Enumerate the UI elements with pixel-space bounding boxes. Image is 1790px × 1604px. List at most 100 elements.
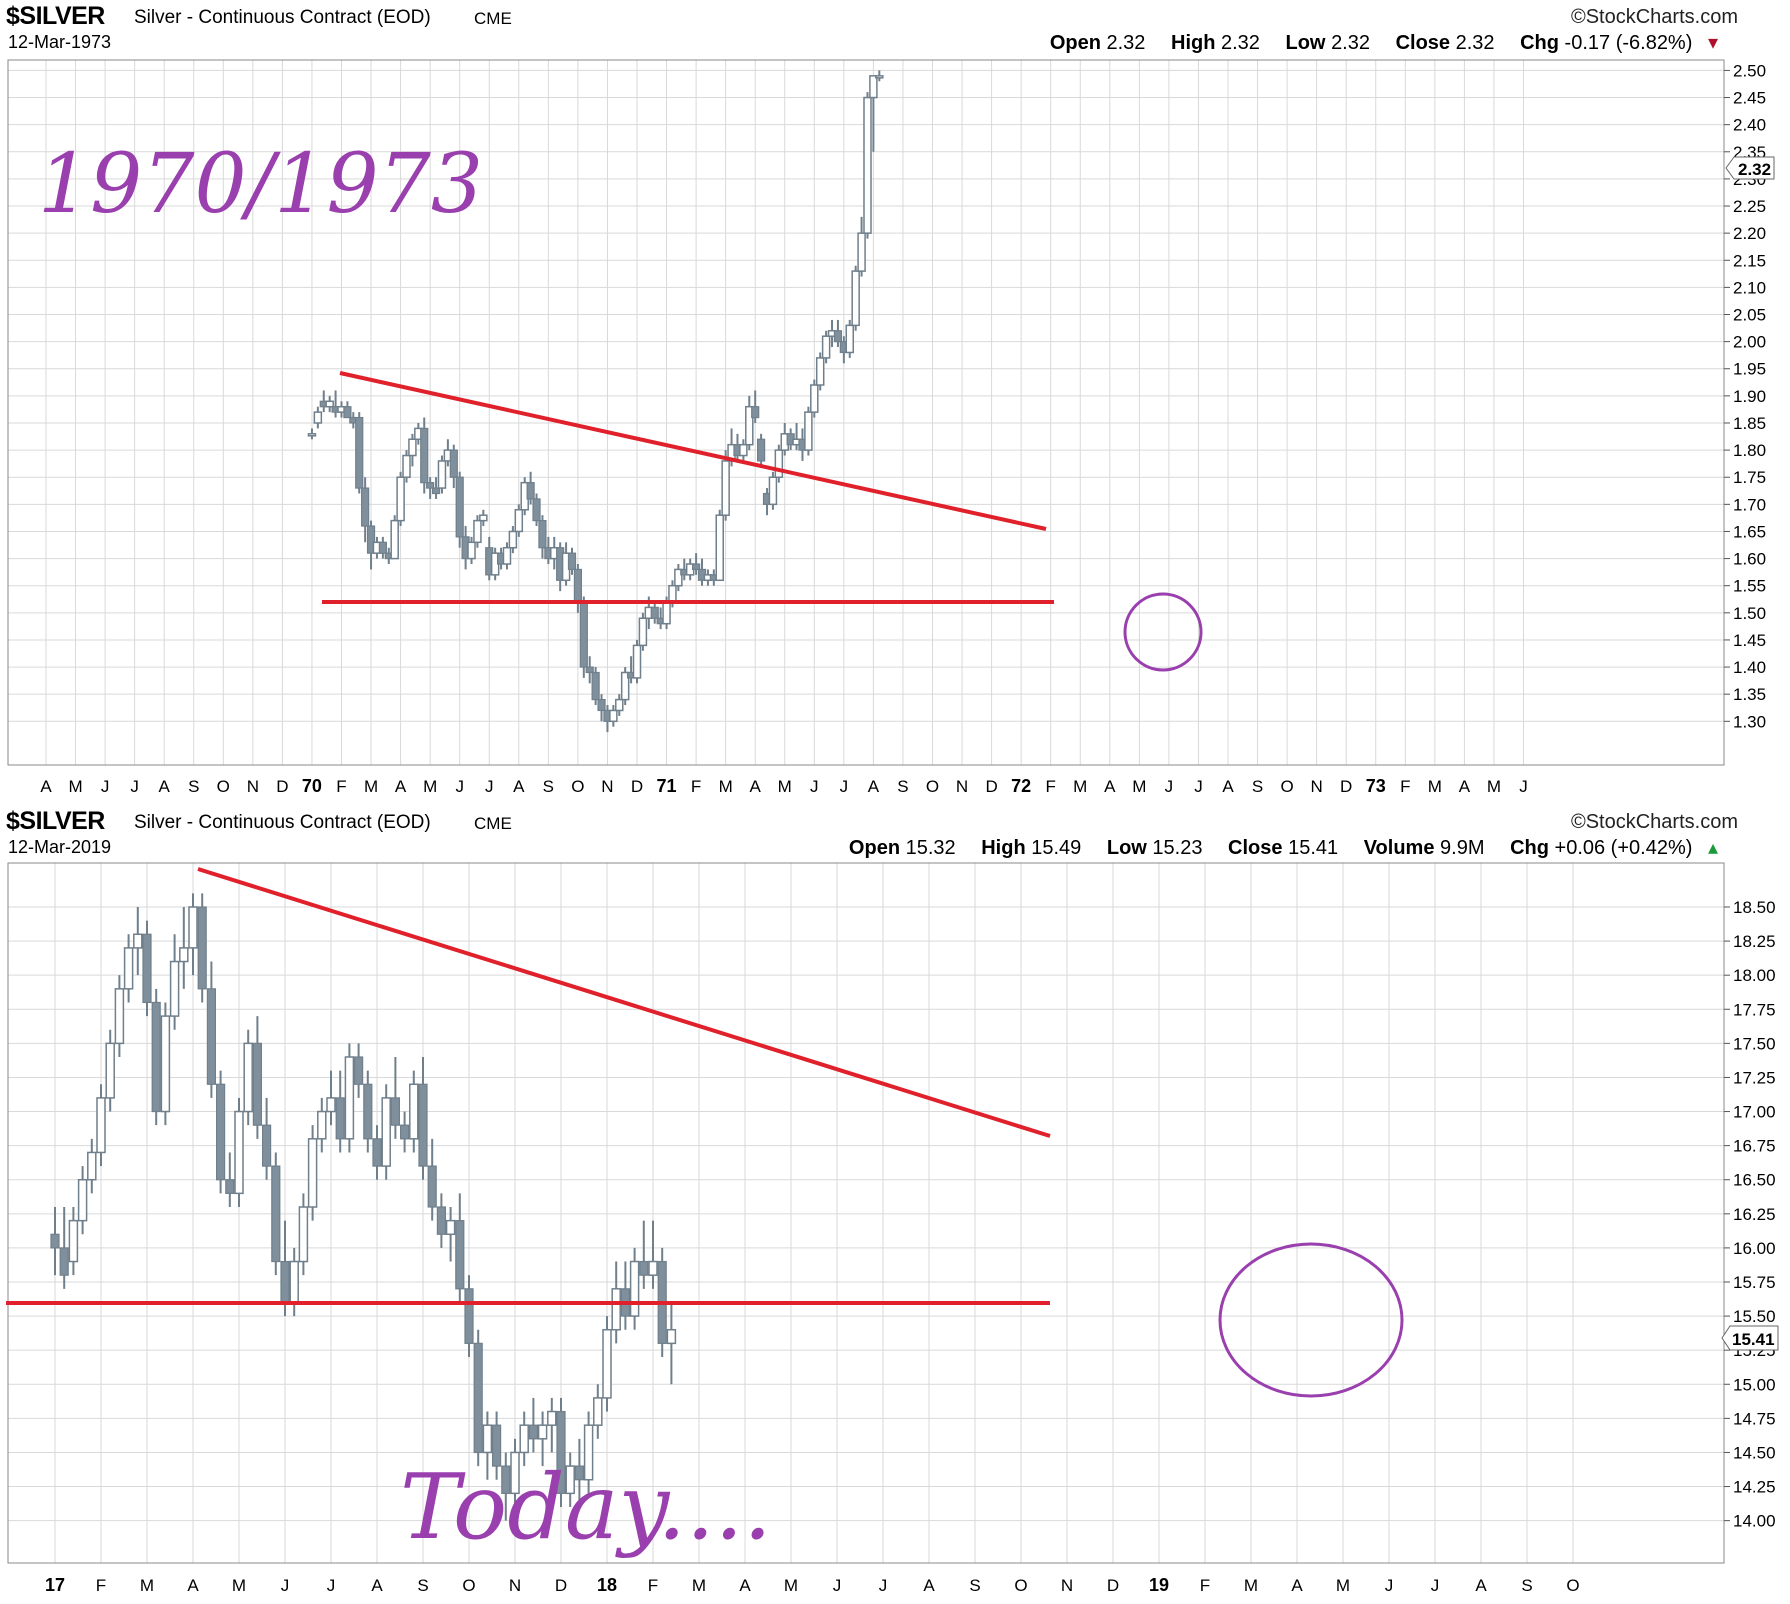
candle bbox=[597, 694, 606, 722]
x-tick-label: D bbox=[631, 777, 643, 796]
candle-body bbox=[537, 1424, 548, 1440]
candle-body bbox=[833, 330, 843, 343]
x-tick-label: A bbox=[750, 777, 762, 796]
x-tick-label: A bbox=[395, 777, 407, 796]
x-tick-label: O bbox=[462, 1576, 475, 1595]
candle bbox=[455, 471, 464, 548]
candle bbox=[400, 1111, 410, 1153]
candle-body bbox=[151, 1001, 161, 1113]
x-tick-label: N bbox=[601, 777, 613, 796]
price-badge: 15.41 bbox=[1721, 1325, 1779, 1351]
y-tick-label: 1.70 bbox=[1733, 495, 1766, 514]
low-value: 2.32 bbox=[1331, 32, 1370, 54]
candle-body bbox=[674, 568, 683, 587]
ohlc-stats: Open 2.32 High 2.32 Low 2.32 Close 2.32 … bbox=[1050, 30, 1738, 55]
candle-body bbox=[427, 1165, 437, 1208]
x-tick-label: 70 bbox=[302, 776, 322, 796]
candle-body bbox=[869, 75, 878, 99]
candle bbox=[436, 1193, 446, 1248]
low-label: Low bbox=[1106, 837, 1147, 859]
candle-body bbox=[105, 1042, 115, 1099]
candle bbox=[565, 1452, 575, 1507]
candle-body bbox=[567, 552, 577, 571]
x-tick-label: N bbox=[509, 1576, 521, 1595]
close-label: Close bbox=[1228, 837, 1283, 859]
y-tick-label: 15.75 bbox=[1733, 1273, 1776, 1292]
candle bbox=[591, 667, 600, 706]
candle-body bbox=[593, 1397, 603, 1426]
x-tick-label: S bbox=[897, 777, 908, 796]
candle-body bbox=[77, 1178, 88, 1222]
candle-body bbox=[431, 487, 441, 495]
candle bbox=[666, 1302, 677, 1385]
candle bbox=[632, 639, 642, 684]
candle-body bbox=[467, 541, 476, 560]
y-tick-label: 16.50 bbox=[1733, 1171, 1776, 1190]
x-tick-label: A bbox=[371, 1576, 383, 1595]
candle-body bbox=[579, 601, 588, 668]
x-tick-label: S bbox=[417, 1576, 428, 1595]
candle bbox=[502, 542, 512, 570]
candle-body bbox=[372, 1138, 382, 1167]
x-tick-label: J bbox=[833, 1576, 842, 1595]
x-tick-label: M bbox=[364, 777, 378, 796]
candle-body bbox=[326, 1097, 336, 1113]
candle bbox=[473, 515, 482, 548]
candle-body bbox=[574, 1465, 585, 1481]
x-tick-label: F bbox=[648, 1576, 658, 1595]
x-tick-label: M bbox=[784, 1576, 798, 1595]
candle-body bbox=[597, 699, 606, 712]
x-tick-label: J bbox=[1194, 777, 1203, 796]
candle bbox=[381, 1084, 391, 1180]
candle-body bbox=[408, 438, 417, 457]
candle bbox=[510, 1438, 520, 1507]
candle-body bbox=[445, 1219, 456, 1236]
candle-body bbox=[821, 335, 831, 359]
high-value: 15.49 bbox=[1031, 837, 1082, 859]
candle-body bbox=[526, 482, 535, 500]
y-tick-label: 18.50 bbox=[1733, 898, 1776, 917]
candle-body bbox=[361, 487, 370, 527]
candle bbox=[593, 1384, 603, 1439]
candlestick-series bbox=[307, 70, 884, 733]
y-tick-label: 2.50 bbox=[1733, 61, 1766, 80]
x-tick-label: F bbox=[1046, 777, 1056, 796]
candle-body bbox=[668, 584, 677, 603]
x-tick-label: 17 bbox=[45, 1575, 65, 1595]
candle-body bbox=[335, 1097, 345, 1140]
candle-body bbox=[751, 406, 760, 419]
x-tick-label: S bbox=[543, 777, 554, 796]
candle-body bbox=[501, 1465, 511, 1494]
x-tick-label: 18 bbox=[597, 1575, 617, 1595]
candle-body bbox=[96, 1097, 106, 1154]
candle bbox=[519, 1411, 529, 1467]
candle-body bbox=[851, 270, 860, 327]
annotation-label: 1970/1973 bbox=[38, 137, 483, 232]
x-tick-label: 72 bbox=[1011, 776, 1031, 796]
candle bbox=[225, 1152, 235, 1207]
candle-body bbox=[875, 75, 884, 79]
x-tick-label: M bbox=[1244, 1576, 1258, 1595]
candle bbox=[445, 1207, 456, 1262]
y-tick-label: 14.25 bbox=[1733, 1478, 1776, 1497]
x-tick-label: A bbox=[868, 777, 880, 796]
y-axis: 14.0014.2514.5014.7515.0015.2515.5015.75… bbox=[1724, 898, 1776, 1531]
candle bbox=[691, 553, 701, 575]
candle-body bbox=[420, 427, 429, 484]
price-chart-1973: 1.30 1.35 1.40 1.45 1.50 1.55 1.60 1.65 1.70 1.75… bbox=[7, 59, 1775, 796]
candle-body bbox=[188, 906, 198, 949]
candle bbox=[326, 1070, 336, 1126]
y-tick-label: 1.75 bbox=[1733, 468, 1766, 487]
x-tick-label: J bbox=[1165, 777, 1174, 796]
candle bbox=[768, 471, 778, 510]
candle bbox=[123, 934, 134, 1003]
x-tick-label: D bbox=[276, 777, 288, 796]
candle bbox=[243, 1029, 253, 1126]
y-tick-label: 1.55 bbox=[1733, 577, 1766, 596]
candle-body bbox=[547, 1410, 557, 1426]
candle-body bbox=[591, 671, 600, 701]
y-tick-label: 2.40 bbox=[1733, 116, 1766, 135]
x-axis: A M J J A S O N D 70 F M A M J J A S O N D 71 F M A M J J A S O N D 72 F M A… bbox=[40, 776, 1527, 796]
candle-body bbox=[662, 601, 671, 625]
price-badge-value: 2.32 bbox=[1738, 160, 1771, 179]
